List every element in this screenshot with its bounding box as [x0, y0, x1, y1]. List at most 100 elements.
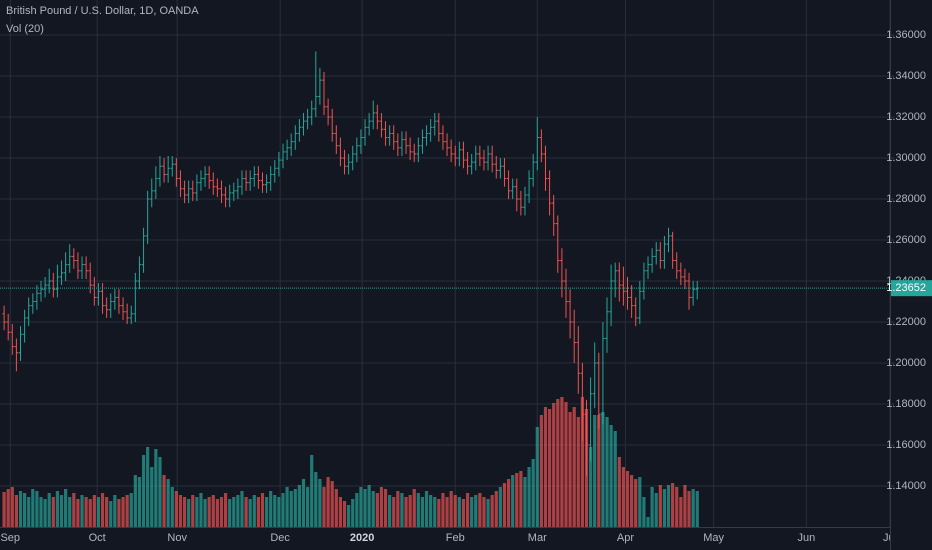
volume-bar [457, 497, 461, 527]
volume-bar [396, 491, 400, 527]
y-tick-label: 1.18000 [886, 398, 926, 410]
y-tick-label: 1.20000 [886, 357, 926, 369]
last-price-box [891, 280, 932, 297]
volume-bar [556, 399, 560, 527]
volume-bar [68, 497, 72, 527]
volume-bar [638, 477, 642, 527]
volume-bar [342, 501, 347, 527]
x-tick-label: Apr [617, 532, 634, 544]
volume-bar [117, 499, 121, 527]
volume-bar [424, 491, 429, 527]
volume-bar [105, 497, 109, 527]
volume-bar [338, 497, 343, 527]
volume-bar [560, 397, 564, 527]
volume-bar [634, 479, 638, 527]
volume-bar [601, 412, 605, 527]
volume-bar [269, 491, 273, 527]
volume-bar [609, 425, 613, 527]
volume-bar [687, 491, 691, 527]
y-tick-label: 1.34000 [886, 70, 926, 82]
volume-bar [523, 477, 527, 527]
volume-bar [326, 477, 330, 527]
volume-bar [347, 505, 351, 527]
volume-bar [642, 497, 646, 527]
volume-bar [470, 497, 474, 527]
x-tick-label: Mar [528, 532, 547, 544]
volume-bar [576, 417, 580, 527]
volume-bar [187, 499, 191, 527]
volume-bar [695, 491, 699, 527]
volume-bar [64, 489, 68, 527]
volume-bar [511, 475, 515, 527]
volume-bar [502, 483, 507, 527]
volume-bar [109, 501, 113, 527]
volume-bar [23, 493, 27, 527]
x-tick-label: Sep [0, 532, 20, 544]
volume-bar [445, 497, 449, 527]
volume-label: Vol (20) [6, 23, 44, 35]
volume-bar [482, 497, 486, 527]
x-tick-label: Jun [797, 532, 815, 544]
volume-bar [141, 455, 146, 527]
volume-bar [27, 497, 31, 527]
volume-bar [363, 489, 367, 527]
volume-bar [219, 497, 224, 527]
volume-bar [531, 459, 535, 527]
volume-bar [174, 491, 178, 527]
volume-bar [84, 497, 88, 527]
volume-bar [39, 497, 43, 527]
volume-bar [334, 489, 338, 527]
volume-bar [158, 457, 162, 527]
volume-bar [539, 415, 543, 527]
volume-bar [490, 495, 494, 527]
y-tick-label: 1.32000 [886, 111, 926, 123]
volume-bar [236, 495, 240, 527]
volume-bar [625, 471, 630, 527]
volume-bar [244, 497, 248, 527]
volume-bar [593, 415, 597, 527]
volume-bar [580, 397, 584, 527]
volume-bar [666, 485, 671, 527]
volume-bar [617, 457, 621, 527]
volume-bar [162, 475, 166, 527]
volume-bar [515, 473, 519, 527]
volume-bar [51, 497, 55, 527]
volume-bar [400, 493, 404, 527]
volume-bar [100, 493, 105, 527]
volume-bar [18, 491, 23, 527]
volume-bar [449, 491, 453, 527]
volume-bar [355, 493, 359, 527]
volume-bar [318, 479, 322, 527]
volume-bar [195, 497, 199, 527]
volume-bar [14, 495, 19, 527]
volume-bar [359, 487, 363, 527]
volume-bar [297, 485, 302, 527]
volume-bar [252, 495, 256, 527]
volume-bar [658, 485, 662, 527]
volume-bar [88, 499, 92, 527]
x-tick-label: Feb [446, 532, 465, 544]
volume-bar [146, 447, 150, 527]
volume-bar [478, 493, 482, 527]
price-axis [890, 0, 932, 550]
volume-bar [199, 493, 203, 527]
volume-bar [264, 497, 269, 527]
y-tick-label: 1.28000 [886, 193, 926, 205]
volume-bar [465, 493, 470, 527]
volume-bar [166, 479, 170, 527]
volume-bar [437, 499, 441, 527]
volume-pane [2, 397, 699, 527]
volume-bar [404, 497, 408, 527]
volume-bar [203, 499, 207, 527]
volume-bar [125, 495, 129, 527]
volume-bar [588, 447, 593, 527]
volume-bar [371, 491, 375, 527]
volume-bar [10, 487, 14, 527]
volume-bar [322, 487, 326, 527]
volume-bar [433, 497, 437, 527]
volume-bar [420, 497, 425, 527]
volume-bar [613, 431, 617, 527]
volume-bar [474, 495, 478, 527]
y-tick-label: 1.30000 [886, 152, 926, 164]
